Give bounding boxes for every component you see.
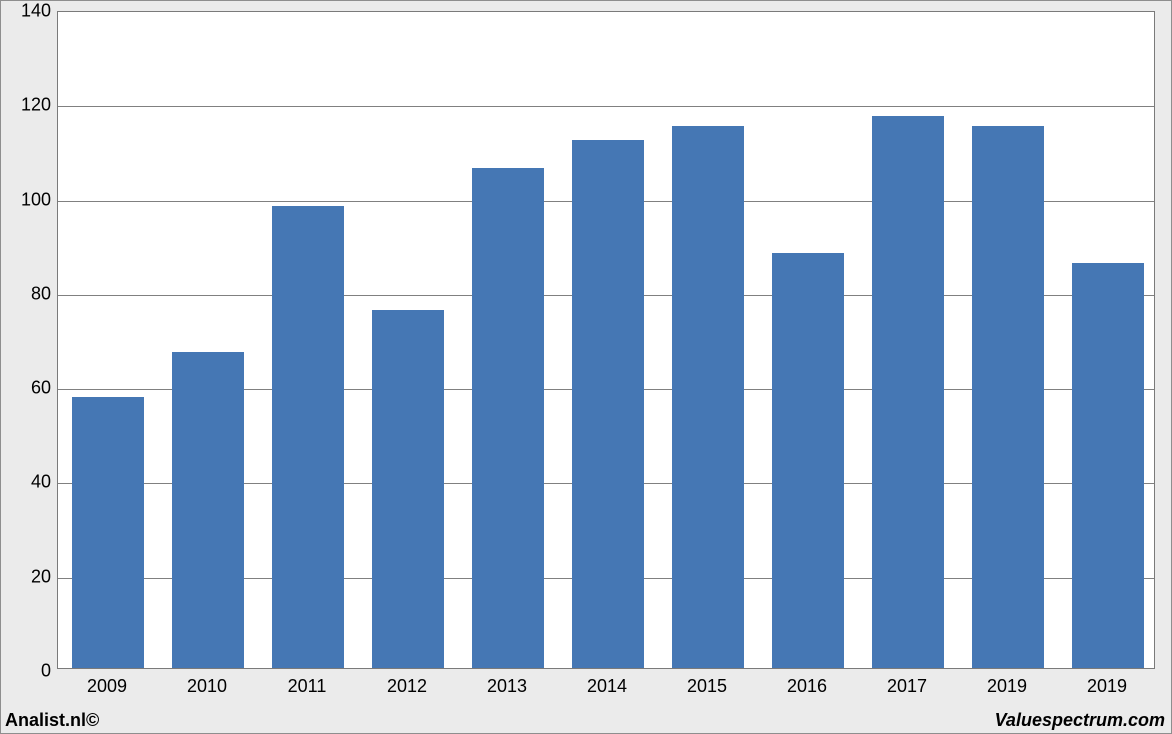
plot-wrap: 0204060801001201402009201020112012201320… bbox=[11, 7, 1161, 703]
bar bbox=[172, 352, 244, 668]
bar bbox=[72, 397, 144, 668]
bar bbox=[572, 140, 644, 668]
x-tick-label: 2016 bbox=[787, 676, 827, 697]
chart-container: 0 20 40 60 80 100 120 140 2009 2010 2011 2012 2013 20… bbox=[0, 0, 1172, 734]
bar bbox=[972, 126, 1044, 668]
x-tick-label: 2019 bbox=[987, 676, 1027, 697]
y-tick-label: 80 bbox=[11, 283, 51, 304]
footer-left-credit: Analist.nl© bbox=[5, 710, 99, 731]
y-tick-label: 100 bbox=[11, 189, 51, 210]
y-tick-label: 0 bbox=[11, 661, 51, 682]
x-tick-label: 2015 bbox=[687, 676, 727, 697]
x-tick-label: 2011 bbox=[288, 676, 327, 697]
bar bbox=[272, 206, 344, 668]
bar bbox=[672, 126, 744, 668]
x-tick-label: 2012 bbox=[387, 676, 427, 697]
x-tick-label: 2010 bbox=[187, 676, 227, 697]
bar bbox=[772, 253, 844, 668]
bar bbox=[472, 168, 544, 668]
y-tick-label: 40 bbox=[11, 472, 51, 493]
y-tick-label: 20 bbox=[11, 566, 51, 587]
bar bbox=[1072, 263, 1144, 668]
x-tick-label: 2014 bbox=[587, 676, 627, 697]
x-tick-label: 2017 bbox=[887, 676, 927, 697]
y-tick-label: 140 bbox=[11, 1, 51, 22]
x-tick-label: 2009 bbox=[87, 676, 127, 697]
y-tick-label: 60 bbox=[11, 378, 51, 399]
gridline bbox=[58, 106, 1154, 107]
x-tick-label: 2013 bbox=[487, 676, 527, 697]
plot-area bbox=[57, 11, 1155, 669]
footer-right-credit: Valuespectrum.com bbox=[995, 710, 1165, 731]
x-tick-label: 2019 bbox=[1087, 676, 1127, 697]
y-tick-label: 120 bbox=[11, 95, 51, 116]
bar bbox=[372, 310, 444, 668]
bar bbox=[872, 116, 944, 668]
